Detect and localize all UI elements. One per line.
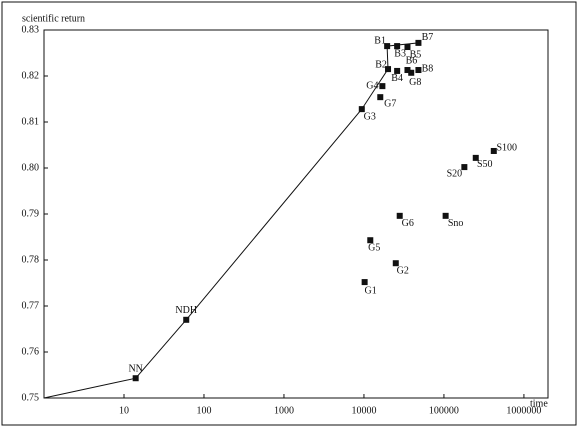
point (358, 106, 365, 113)
point (384, 43, 391, 50)
point (415, 67, 422, 74)
point-label: B2 (375, 59, 387, 70)
point (404, 67, 411, 74)
point (442, 212, 449, 219)
point (408, 69, 415, 76)
point-label: B1 (374, 35, 386, 46)
point (490, 147, 497, 154)
y-tick-label: 0.82 (22, 70, 40, 81)
point (377, 94, 384, 101)
point (132, 375, 139, 382)
point-label: G2 (397, 266, 409, 277)
point-label: G8 (409, 77, 421, 88)
point (367, 237, 374, 244)
point-label: B8 (422, 63, 434, 74)
y-tick-label: 0.79 (22, 208, 40, 219)
point-label: G3 (364, 111, 376, 122)
point-label: G4 (366, 80, 378, 91)
x-tick-label: 1000000 (506, 405, 541, 416)
point (415, 39, 422, 46)
point-label: NN (128, 364, 142, 375)
point (385, 66, 392, 73)
point-label: B5 (410, 49, 422, 60)
point (183, 316, 190, 323)
point-label: G5 (368, 243, 380, 254)
point-label: G1 (365, 285, 377, 296)
y-tick-label: 0.77 (22, 300, 40, 311)
point (379, 83, 386, 90)
x-tick-label: 10000 (351, 405, 376, 416)
y-tick-label: 0.78 (22, 254, 40, 265)
point (396, 212, 403, 219)
y-tick-label: 0.83 (22, 24, 40, 35)
point-label: S100 (497, 142, 518, 153)
point-label: B7 (422, 32, 434, 43)
point (392, 260, 399, 267)
y-tick-label: 0.76 (22, 346, 40, 357)
x-axis-label: time (530, 398, 548, 409)
point (394, 67, 401, 74)
x-tick-label: 10 (119, 405, 129, 416)
point-label: NDH (175, 305, 197, 316)
point (404, 44, 411, 51)
point-label: G6 (402, 218, 414, 229)
point-label: B3 (394, 48, 406, 59)
point-label: Sno (448, 218, 464, 229)
point (394, 43, 401, 50)
frontier-line (43, 42, 419, 399)
y-tick-label: 0.81 (22, 116, 40, 127)
point (472, 154, 479, 161)
y-tick-label: 0.75 (22, 392, 40, 403)
point-label: B6 (406, 55, 418, 66)
point (361, 279, 368, 286)
point-label: B4 (391, 73, 403, 84)
point-label: S50 (477, 159, 493, 170)
y-tick-label: 0.80 (22, 162, 40, 173)
plot-frame (43, 29, 549, 399)
x-tick-label: 1000 (274, 405, 294, 416)
x-tick-label: 100000 (429, 405, 459, 416)
point (461, 164, 468, 171)
point-label: S20 (447, 168, 463, 179)
x-tick-label: 100 (196, 405, 211, 416)
point-label: G7 (384, 98, 396, 109)
y-axis-label: scientific return (22, 13, 85, 24)
